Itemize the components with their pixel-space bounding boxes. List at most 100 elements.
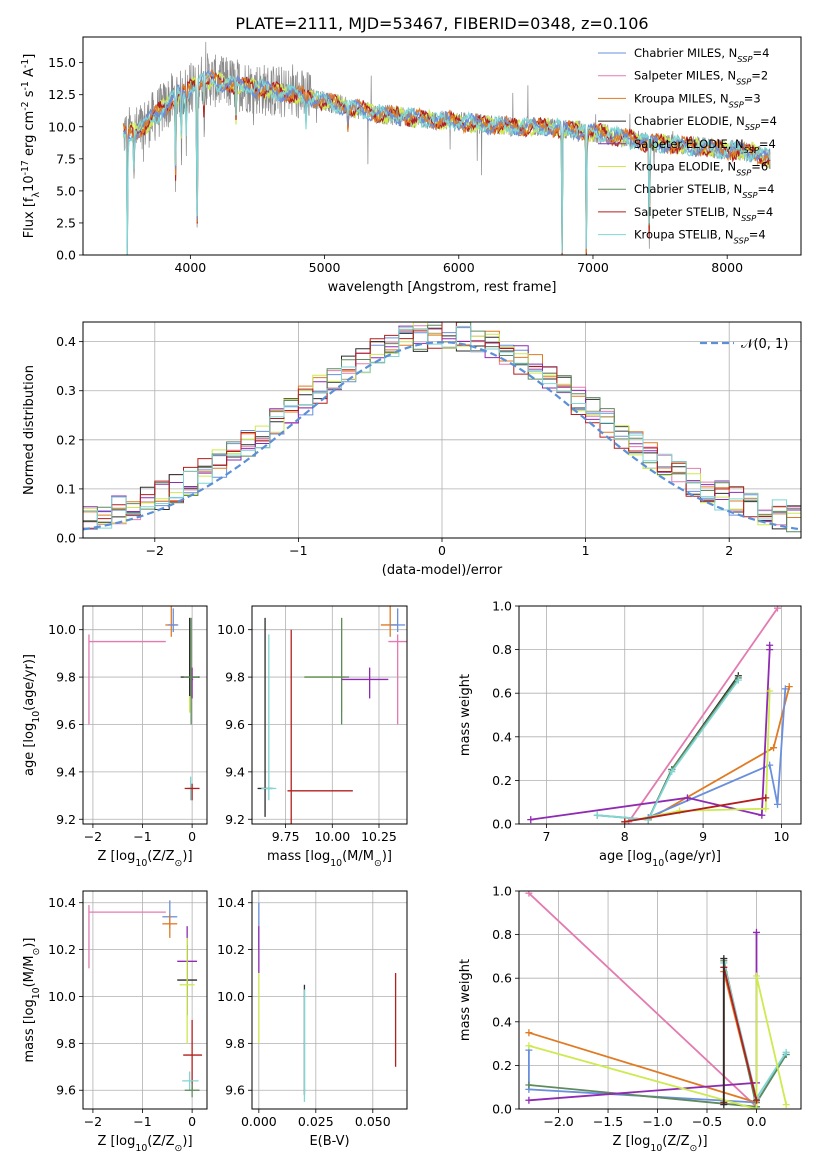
point-kroupa-miles bbox=[162, 914, 178, 938]
y-tick-label: 10.0 bbox=[217, 989, 245, 1004]
panel-mass_vs_ebv: 0.000 0.025 0.050 9.6 9.8 10.0 10.2 10.4 E(B-V) bbox=[217, 890, 408, 1149]
weight-marker bbox=[525, 1029, 533, 1037]
point-chabrier-stelib bbox=[183, 617, 199, 725]
y-tick-label: 10.2 bbox=[48, 942, 76, 957]
panel-age_vs_Z: −2 −1 0 9.2 9.4 9.6 9.8 10.0 Z [log10(Z/Z⊙)] age … bbox=[22, 605, 208, 869]
panel-spectrum: 4000 5000 6000 7000 8000 0.0 2.5 5.0 7.5 10.0 12.5… bbox=[20, 36, 802, 295]
mass_vs_Z-y-axis-label: mass [log10(M/M⊙)] bbox=[22, 938, 42, 1063]
point-salpeter-stelib bbox=[183, 1019, 203, 1091]
residuals-plot-area bbox=[83, 322, 801, 538]
x-tick-label: 0.025 bbox=[298, 1114, 334, 1129]
x-tick-label: 2 bbox=[725, 543, 733, 558]
x-tick-label: −1 bbox=[133, 829, 151, 844]
panel-residuals: −2 −1 0 1 2 0.0 0.1 0.2 0.3 0.4 (data-model)/error… bbox=[22, 321, 802, 578]
age_vs_Z-x-axis-label: Z [log10(Z/Z⊙)] bbox=[97, 849, 192, 869]
x-tick-label: 10.00 bbox=[314, 829, 350, 844]
weight-line-salpeter-miles bbox=[627, 607, 779, 823]
residuals-x-axis-label: (data-model)/error bbox=[382, 563, 503, 578]
weight-marker bbox=[621, 818, 629, 824]
weight-marker bbox=[525, 891, 533, 897]
weight-marker bbox=[774, 606, 781, 612]
point-chabrier-miles bbox=[168, 608, 179, 633]
y-tick-label: 0.0 bbox=[56, 531, 76, 546]
y-tick-label: 15.0 bbox=[48, 55, 76, 70]
weight-marker bbox=[527, 816, 535, 824]
mass_vs_Z-plot-area bbox=[83, 891, 207, 1109]
age_vs_mass-frame bbox=[251, 605, 408, 825]
spectrum-frame bbox=[82, 36, 802, 256]
point-salpeter-miles bbox=[88, 634, 166, 725]
weight-marker bbox=[752, 972, 760, 980]
residuals-legend: 𝒩(0, 1) bbox=[700, 337, 788, 352]
weight-line-salpeter-stelib bbox=[624, 796, 766, 823]
weight-marker bbox=[525, 1081, 533, 1089]
x-tick-label: 5000 bbox=[309, 260, 341, 275]
weight-marker bbox=[782, 1101, 790, 1109]
x-tick-label: −2 bbox=[146, 543, 164, 558]
y-tick-label: 9.6 bbox=[56, 717, 76, 732]
weight-marker bbox=[593, 811, 601, 819]
y-tick-label: 10.2 bbox=[217, 942, 245, 957]
point-salpeter-miles bbox=[88, 905, 166, 969]
age_vs_mass-x-axis-label: mass [log10(M/M⊙)] bbox=[267, 849, 392, 869]
weight-marker bbox=[752, 1105, 760, 1109]
weight-line-chabrier-stelib bbox=[597, 677, 740, 821]
point-kroupa-elodie bbox=[179, 937, 195, 1044]
panel-age_vs_mass: 9.75 10.00 10.25 9.2 9.4 9.6 9.8 10.0 mass [log1… bbox=[217, 605, 408, 869]
point-salpeter-elodie bbox=[341, 667, 389, 699]
spectrum-y-axis-label: Flux [fλ10-17 erg cm-2 s-1 A-1] bbox=[20, 54, 42, 239]
panel-mass_vs_Z: −2 −1 0 9.6 9.8 10.0 10.2 10.4 Z [log10(Z/Z⊙)] ma… bbox=[22, 890, 208, 1154]
legend-item: Chabrier ELODIE, NSSP=4 bbox=[634, 114, 777, 132]
x-tick-label: 0.0 bbox=[747, 1114, 767, 1129]
y-tick-label: 0.1 bbox=[56, 481, 76, 496]
x-tick-label: −0.5 bbox=[692, 1114, 722, 1129]
y-tick-label: 10.0 bbox=[48, 989, 76, 1004]
y-tick-label: 1.0 bbox=[492, 884, 512, 899]
weight-marker bbox=[683, 794, 691, 802]
x-tick-label: 10.25 bbox=[361, 829, 397, 844]
histogram-salpeter-stelib bbox=[83, 322, 801, 529]
point-salpeter-miles bbox=[388, 634, 407, 725]
weight-marker bbox=[752, 928, 760, 936]
panel-weight_vs_age: 7 8 9 10 0.0 0.2 0.4 0.6 0.8 1.0 age [log10(age/yr… bbox=[458, 599, 802, 869]
point-kroupa-miles bbox=[165, 606, 178, 637]
x-tick-label: 9 bbox=[699, 829, 707, 844]
weight-marker bbox=[668, 768, 676, 776]
y-tick-label: 5.0 bbox=[56, 183, 76, 198]
y-tick-label: 0.2 bbox=[492, 1058, 512, 1073]
y-tick-label: 0.2 bbox=[492, 773, 512, 788]
point-chabrier-miles bbox=[390, 608, 406, 633]
y-tick-label: 12.5 bbox=[48, 87, 76, 102]
mass_vs_Z-frame bbox=[82, 890, 208, 1110]
y-tick-label: 9.2 bbox=[225, 812, 245, 827]
weight-line-salpeter-miles bbox=[528, 892, 758, 1108]
weight-marker bbox=[525, 1042, 533, 1050]
x-tick-label: −2 bbox=[84, 829, 102, 844]
point-kroupa-miles bbox=[380, 606, 398, 637]
x-tick-label: 4000 bbox=[174, 260, 206, 275]
y-tick-label: 0.3 bbox=[56, 383, 76, 398]
weight_vs_Z-y-axis-label: mass weight bbox=[458, 959, 473, 1041]
x-tick-label: −1.5 bbox=[593, 1114, 623, 1129]
weight-marker bbox=[720, 1101, 728, 1109]
y-tick-label: 1.0 bbox=[492, 599, 512, 614]
figure-title: PLATE=2111, MJD=53467, FIBERID=0348, z=0… bbox=[235, 14, 648, 33]
weight-marker bbox=[781, 685, 789, 693]
weight-marker bbox=[734, 676, 742, 684]
age_vs_Z-frame bbox=[82, 605, 208, 825]
weight-line-kroupa-stelib bbox=[597, 679, 740, 821]
weight-marker bbox=[766, 687, 774, 695]
x-tick-label: −2.0 bbox=[543, 1114, 573, 1129]
point-salpeter-stelib bbox=[184, 783, 200, 801]
x-tick-label: 7 bbox=[542, 829, 550, 844]
mass_vs_Z-x-axis-label: Z [log10(Z/Z⊙)] bbox=[97, 1134, 192, 1154]
y-tick-label: 9.4 bbox=[56, 764, 76, 779]
x-tick-label: 0.000 bbox=[241, 1114, 277, 1129]
normal-curve bbox=[83, 341, 801, 531]
weight-line-kroupa-elodie bbox=[528, 975, 788, 1109]
point-salpeter-stelib bbox=[287, 629, 353, 824]
y-tick-label: 0.4 bbox=[492, 1014, 512, 1029]
legend-item: Salpeter ELODIE, NSSP=4 bbox=[634, 137, 776, 155]
legend-item: Kroupa STELIB, NSSP=4 bbox=[634, 228, 766, 246]
